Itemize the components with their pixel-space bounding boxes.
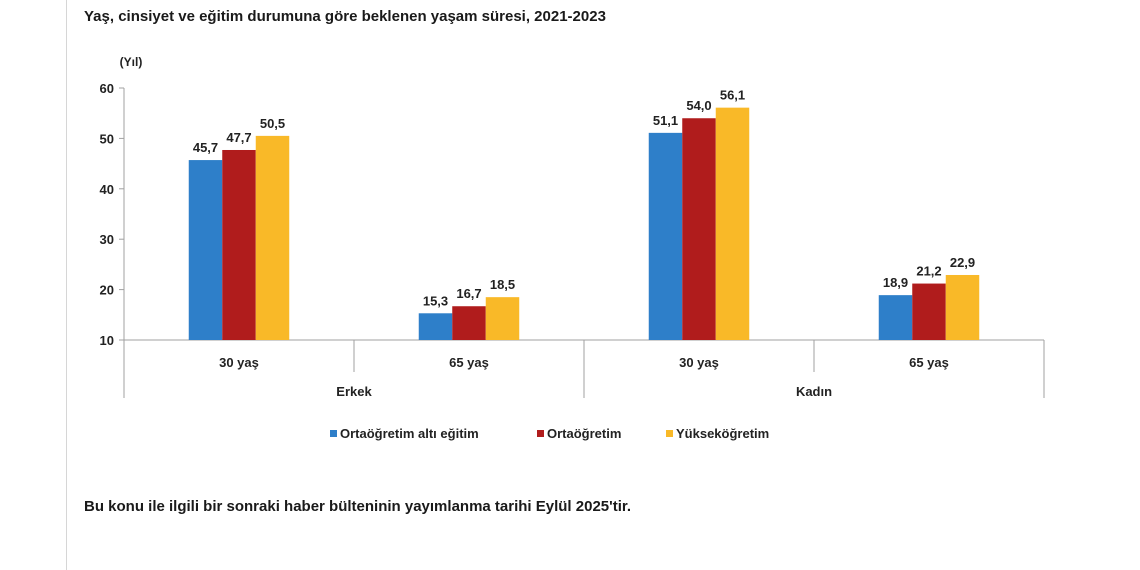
legend-swatch xyxy=(537,430,544,437)
bar xyxy=(715,107,750,340)
x-tick-label: 65 yaş xyxy=(909,355,949,370)
legend-swatch xyxy=(666,430,673,437)
group-label: Erkek xyxy=(336,384,372,399)
bar xyxy=(878,295,913,340)
legend-label: Ortaöğretim altı eğitim xyxy=(340,426,479,441)
bar xyxy=(648,132,683,340)
x-tick-label: 30 yaş xyxy=(219,355,259,370)
data-label: 45,7 xyxy=(193,140,218,155)
data-label: 51,1 xyxy=(653,113,678,128)
y-tick-label: 10 xyxy=(100,333,114,348)
y-tick-label: 20 xyxy=(100,283,114,298)
y-tick-label: 60 xyxy=(100,81,114,96)
bar xyxy=(485,297,520,340)
y-axis-label: (Yıl) xyxy=(120,55,143,69)
bar xyxy=(682,118,716,341)
y-tick-label: 50 xyxy=(100,131,114,146)
release-footnote: Bu konu ile ilgili bir sonraki haber bül… xyxy=(84,498,632,515)
data-label: 50,5 xyxy=(260,116,285,131)
data-label: 47,7 xyxy=(226,130,251,145)
data-label: 18,5 xyxy=(490,277,515,292)
bar xyxy=(452,306,486,340)
data-label: 54,0 xyxy=(686,98,711,113)
data-label: 15,3 xyxy=(423,293,448,308)
data-label: 56,1 xyxy=(720,88,745,103)
data-label: 18,9 xyxy=(883,275,908,290)
bar xyxy=(255,135,290,340)
bar xyxy=(945,274,980,340)
legend-label: Yükseköğretim xyxy=(676,426,769,441)
page-title: Yaş, cinsiyet ve eğitim durumuna göre be… xyxy=(84,8,606,25)
data-label: 22,9 xyxy=(950,255,975,270)
bar xyxy=(188,160,223,340)
bar xyxy=(912,283,946,340)
page-left-border xyxy=(66,0,67,570)
x-tick-label: 30 yaş xyxy=(679,355,719,370)
legend-label: Ortaöğretim xyxy=(547,426,621,441)
legend-swatch xyxy=(330,430,337,437)
bar-chart: (Yıl) 10 20 30 40 50 60 45,7 47,7 50,5 30 yaş 15,3 1… xyxy=(100,55,1045,441)
y-tick-label: 40 xyxy=(100,182,114,197)
data-label: 16,7 xyxy=(456,286,481,301)
group-label: Kadın xyxy=(796,384,832,399)
bar xyxy=(222,149,256,340)
x-tick-label: 65 yaş xyxy=(449,355,489,370)
data-label: 21,2 xyxy=(916,264,941,279)
y-tick-label: 30 xyxy=(100,232,114,247)
bar xyxy=(418,313,453,340)
